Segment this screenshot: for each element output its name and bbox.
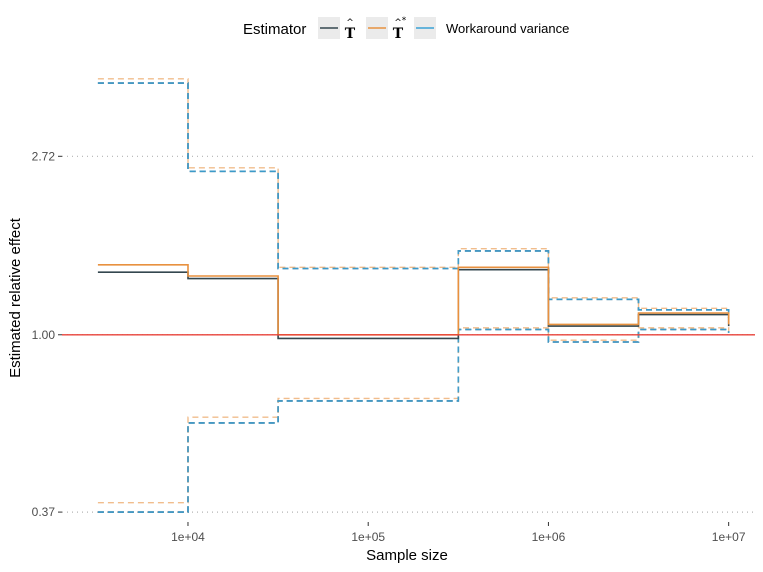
legend-label-t-hat: T [345,26,356,42]
legend: Estimator ^ T ^ * T Workaround variance [243,16,569,42]
interval-lines [97,78,730,513]
y-axis: 0.37 1.00 2.72 [32,149,62,519]
x-axis: 1e+04 1e+05 1e+06 1e+07 [171,522,746,544]
legend-label-workaround: Workaround variance [446,21,569,36]
y-tick-label-1: 1.00 [32,328,56,342]
series-t_hat-estimate [97,268,730,340]
series-t_hat_star-estimate [97,264,730,336]
estimate-lines [97,264,730,340]
series-t_hat-upper [97,82,730,318]
legend-title: Estimator [243,21,306,38]
y-axis-title: Estimated relative effect [7,217,24,378]
series-workaround-upper [97,82,730,318]
y-tick-label-0: 0.37 [32,505,56,519]
legend-hat-t-hat: ^ [346,18,354,28]
legend-entry-t-hat-star: ^ * T [366,16,407,42]
x-tick-label-0: 1e+04 [171,530,205,544]
legend-star-t-hat-star: * [402,16,407,26]
x-tick-label-2: 1e+06 [532,530,566,544]
x-axis-title: Sample size [366,547,448,564]
x-tick-label-3: 1e+07 [712,530,746,544]
series-t_hat_star-upper [97,78,730,318]
legend-hat-t-hat-star: ^ [394,18,402,28]
x-tick-label-1: 1e+05 [351,530,385,544]
series-t_hat-lower [97,328,730,513]
series-t_hat_star-lower [97,327,730,504]
y-tick-label-2: 2.72 [32,149,56,163]
legend-entry-workaround: Workaround variance [414,17,569,39]
legend-label-t-hat-star: T [393,26,404,42]
legend-entry-t-hat: ^ T [318,17,356,42]
series-workaround-lower [97,328,730,513]
